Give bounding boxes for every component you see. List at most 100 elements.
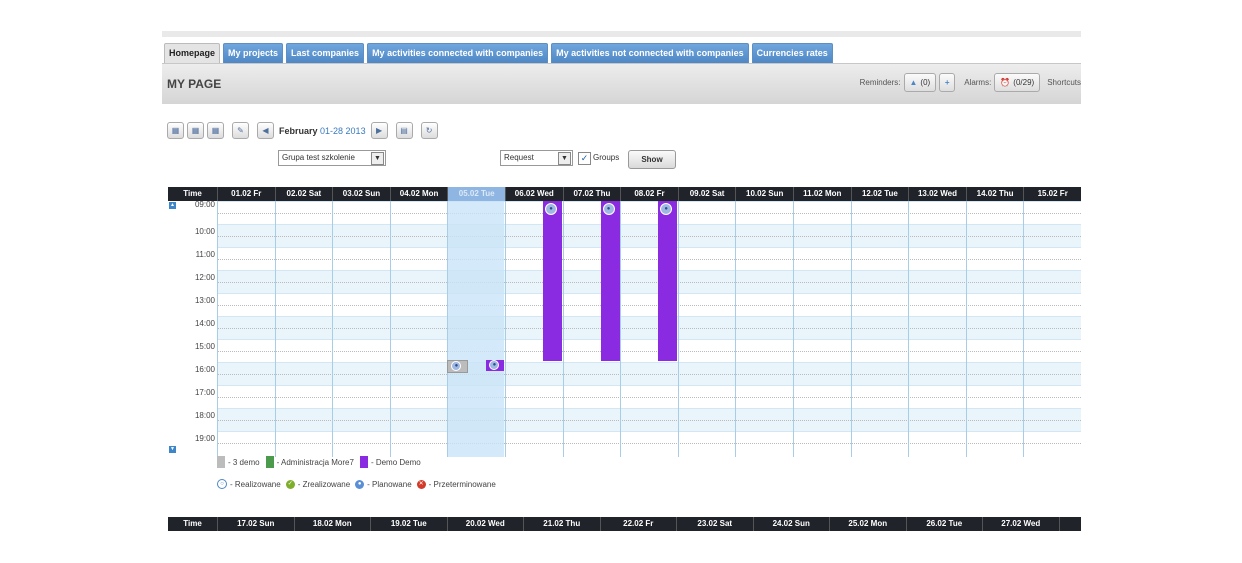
planned-status-icon: ●	[451, 361, 462, 371]
week-view-icon[interactable]: ▦	[187, 122, 204, 139]
day-header[interactable]: 01.02 Fr	[217, 187, 275, 201]
month-label: February 01-28 2013	[279, 126, 366, 136]
day-header-2[interactable]: 18.02 Mon	[293, 517, 371, 531]
day-divider	[965, 201, 967, 457]
day-header[interactable]: 11.02 Mon	[793, 187, 851, 201]
day-header[interactable]: 13.02 Wed	[908, 187, 966, 201]
day-header-2[interactable]: 27.02 Wed	[982, 517, 1059, 531]
time-header-2: Time	[183, 519, 202, 528]
planned-status-icon: ●	[489, 360, 500, 370]
scroll-up-icon[interactable]: ▲	[169, 202, 176, 209]
group-select[interactable]: Grupa test szkolenie ▼	[278, 150, 386, 166]
reminder-icon: ▲	[909, 78, 918, 87]
day-header[interactable]: 08.02 Fr	[620, 187, 678, 201]
activity-event[interactable]: ●	[658, 201, 678, 361]
day-header-2[interactable]: 23.02 Sat	[676, 517, 753, 531]
day-header-2[interactable]: 17.02 Sun	[217, 517, 294, 531]
refresh-icon[interactable]: ↻	[420, 122, 438, 139]
half-hour-line	[217, 304, 1081, 306]
half-hour-line	[217, 442, 1081, 444]
hour-line	[217, 270, 1081, 271]
day-header-2[interactable]: 2	[1058, 517, 1082, 531]
day-divider	[620, 201, 622, 457]
day-divider	[332, 201, 334, 457]
hour-line	[217, 201, 1081, 202]
user-color-swatch	[265, 456, 274, 468]
add-reminder-button[interactable]: +	[939, 73, 956, 92]
day-header-2[interactable]: 20.02 Wed	[446, 517, 524, 531]
day-header[interactable]: 04.02 Mon	[389, 187, 448, 201]
month-view-icon[interactable]: ▦	[207, 122, 224, 139]
day-header-2[interactable]: 21.02 Thu	[523, 517, 600, 531]
month-name: February	[279, 125, 318, 136]
hour-line	[217, 339, 1081, 340]
half-hour-line	[217, 373, 1081, 375]
day-header[interactable]: 10.02 Sun	[735, 187, 793, 201]
groups-checkbox[interactable]: ✓	[578, 152, 591, 165]
day-header[interactable]: 15.02 Fr	[1023, 187, 1081, 201]
prev-month-button[interactable]: ◀	[257, 122, 274, 139]
hour-label: 17:00	[194, 388, 215, 397]
tab-bar: Homepage My projects Last companies My a…	[162, 43, 833, 63]
hour-label: 11:00	[195, 250, 215, 259]
day-header-2[interactable]: 19.02 Tue	[370, 517, 447, 531]
tab-activities-connected[interactable]: My activities connected with companies	[367, 43, 549, 63]
half-hour-line	[217, 212, 1081, 214]
activity-chip[interactable]: ●	[486, 360, 505, 371]
calendar-grid: ▲ ▼ 09:00 10:00 11:00 12:00 13:00 14:00 15:00 1…	[168, 201, 1081, 457]
day-divider	[793, 201, 794, 457]
hour-line	[217, 293, 1081, 294]
day-header-2[interactable]: 25.02 Mon	[829, 517, 906, 531]
planned-status-icon: ●	[660, 203, 673, 215]
next-month-button[interactable]: ▶	[370, 122, 388, 139]
day-header[interactable]: 07.02 Thu	[562, 187, 621, 201]
shortcuts-link[interactable]: Shortcuts	[1047, 78, 1081, 87]
type-select[interactable]: Request ▼	[500, 150, 573, 166]
day-header[interactable]: 14.02 Thu	[965, 187, 1024, 201]
half-hour-line	[217, 396, 1081, 398]
day-divider	[677, 201, 679, 457]
half-hour-line	[217, 281, 1081, 283]
chevron-down-icon: ▼	[558, 152, 571, 165]
tab-my-projects[interactable]: My projects	[223, 43, 284, 63]
activity-event[interactable]: ●	[543, 201, 562, 361]
day-divider	[850, 201, 852, 457]
edit-icon[interactable]: ✎	[232, 122, 249, 139]
planned-status-icon: ●	[545, 203, 557, 215]
day-header[interactable]: 03.02 Sun	[332, 187, 390, 201]
reminders-button[interactable]: ▲ (0)	[903, 73, 937, 92]
hour-label: 13:00	[194, 296, 215, 305]
day-header-2[interactable]: 22.02 Fr	[599, 517, 677, 531]
tab-activities-not-connected[interactable]: My activities not connected with compani…	[551, 43, 749, 63]
tab-currencies-rates[interactable]: Currencies rates	[751, 43, 833, 63]
day-view-icon[interactable]: ▦	[167, 122, 184, 139]
day-header[interactable]: 05.02 Tue	[447, 187, 505, 201]
alarms-button[interactable]: ⏰ (0/29)	[994, 73, 1041, 92]
show-button[interactable]: Show	[628, 150, 676, 169]
user-legend-label: - Demo Demo	[370, 457, 421, 467]
day-header-2[interactable]: 26.02 Tue	[905, 517, 983, 531]
circle-outline-icon: ○	[217, 479, 227, 489]
calendar-picker-icon[interactable]: ▤	[395, 122, 413, 139]
app-window: Homepage My projects Last companies My a…	[162, 31, 1081, 532]
day-header[interactable]: 09.02 Sat	[677, 187, 736, 201]
filters-bar: Grupa test szkolenie ▼ Request ▼ ✓ Group…	[162, 150, 1081, 170]
activity-event[interactable]: ●	[600, 201, 620, 361]
status-legend-label: - Planowane	[367, 479, 412, 489]
planned-status-icon: ●	[602, 203, 615, 215]
scroll-down-icon[interactable]: ▼	[169, 446, 176, 453]
activity-chip[interactable]: ●	[447, 360, 469, 373]
time-header: Time	[183, 189, 202, 198]
day-header-2[interactable]: 24.02 Sun	[752, 517, 830, 531]
tab-last-companies[interactable]: Last companies	[286, 43, 365, 63]
month-range: 01-28 2013	[320, 125, 366, 136]
alarms-label: Alarms:	[964, 78, 992, 87]
x-circle-icon: ✕	[416, 479, 426, 489]
hour-label: 16:00	[194, 365, 215, 374]
tab-homepage[interactable]: Homepage	[164, 43, 221, 63]
globe-icon: ●	[355, 479, 365, 489]
day-header[interactable]: 06.02 Wed	[505, 187, 563, 201]
day-header[interactable]: 02.02 Sat	[274, 187, 333, 201]
day-header[interactable]: 12.02 Tue	[850, 187, 909, 201]
day-divider	[389, 201, 391, 457]
